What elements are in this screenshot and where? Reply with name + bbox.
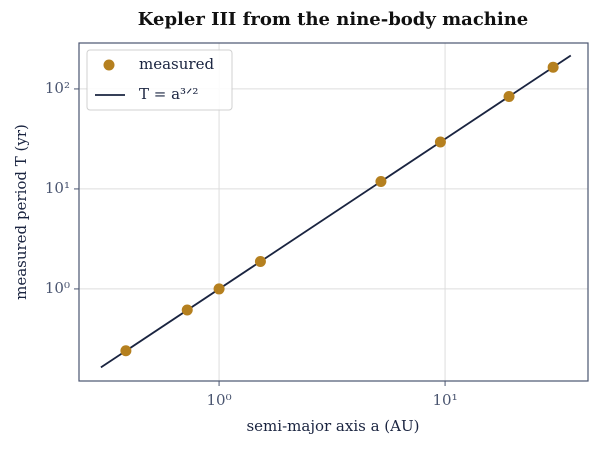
point [254,255,266,267]
point [434,136,446,148]
x-tick-label: 10⁰ [207,391,232,409]
point [375,176,387,188]
y-tick-label: 10¹ [45,179,70,197]
point [213,283,225,295]
legend-label: measured [139,55,214,73]
point [120,345,132,357]
point [547,61,559,73]
point [181,304,193,316]
x-axis-label: semi-major axis a (AU) [246,417,419,435]
y-tick-label: 10⁰ [45,279,70,297]
y-axis-label: measured period T (yr) [12,124,30,300]
x-tick-label: 10¹ [433,391,458,409]
plot-frame [78,42,589,382]
point [503,91,515,103]
line [100,54,572,369]
legend-label: T = a³ᐟ² [139,85,198,103]
chart-title: Kepler III from the nine-body machine [138,9,529,30]
legend-marker [103,59,115,71]
y-tick-label: 10² [45,79,70,97]
